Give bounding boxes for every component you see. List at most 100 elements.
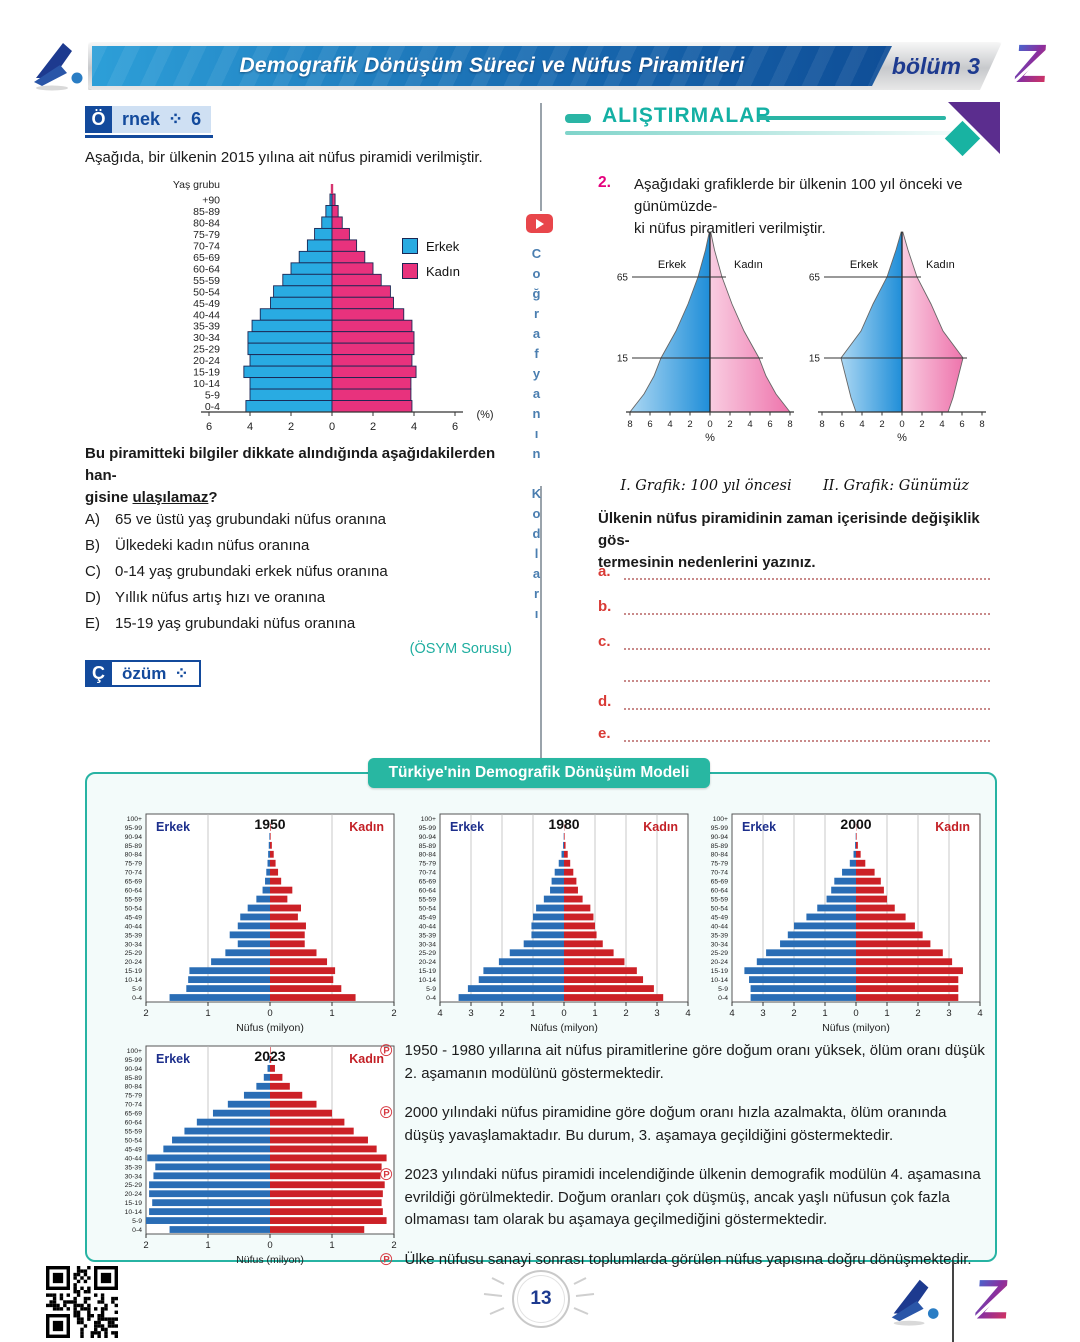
pyramid-today-chart: 65 15 8 6 4 2 0 2 4 6 8% Erkek Kadın [809, 231, 986, 444]
page-ornament-right [573, 1277, 595, 1315]
pyramid-1980-chart: 100+ 95-99 90-94 85-89 80-84 75-79 70-74 65-69 6… [419, 813, 691, 1034]
publisher-logo-footer [891, 1279, 939, 1326]
svg-text:40-44: 40-44 [125, 923, 143, 930]
svg-text:3: 3 [654, 1008, 659, 1019]
svg-text:4: 4 [247, 421, 253, 433]
section-line [758, 116, 946, 120]
answer-line-d: d. [598, 692, 990, 710]
svg-text:5-9: 5-9 [132, 986, 142, 993]
svg-text:2: 2 [370, 421, 376, 433]
svg-text:65: 65 [809, 273, 821, 284]
answer-line-e: e. [598, 724, 990, 742]
svg-text:4: 4 [411, 421, 417, 433]
svg-text:Erkek: Erkek [850, 259, 879, 271]
corner-ornament [944, 102, 1000, 157]
svg-text:10-14: 10-14 [193, 378, 220, 390]
svg-text:20-24: 20-24 [711, 959, 729, 966]
svg-text:2: 2 [143, 1240, 148, 1251]
svg-text:60-64: 60-64 [193, 263, 220, 275]
svg-text:15-19: 15-19 [125, 968, 143, 975]
question-number: 2. [598, 174, 611, 191]
svg-text:4: 4 [939, 419, 944, 430]
svg-text:2: 2 [391, 1008, 396, 1019]
exercise-prompt: Ülkenin nüfus piramidinin zaman içerisin… [598, 510, 980, 571]
ornek-number: 6 [191, 109, 202, 129]
page-number: 13 [512, 1270, 570, 1328]
svg-text:40-44: 40-44 [125, 1155, 143, 1162]
svg-text:2: 2 [687, 419, 692, 430]
svg-text:3: 3 [946, 1008, 951, 1019]
answer-line-b: b. [598, 597, 990, 615]
svg-text:55-59: 55-59 [125, 1128, 143, 1135]
svg-text:70-74: 70-74 [193, 240, 220, 252]
svg-text:2: 2 [391, 1240, 396, 1251]
legend-male-label: Erkek [426, 238, 460, 254]
ornek-underline [85, 135, 213, 138]
svg-text:Nüfus (milyon): Nüfus (milyon) [530, 1022, 598, 1034]
svg-text:Kadın: Kadın [734, 259, 763, 271]
svg-text:Kadın: Kadın [349, 1052, 384, 1066]
svg-text:1: 1 [530, 1008, 535, 1019]
svg-text:55-59: 55-59 [711, 896, 729, 903]
svg-text:35-39: 35-39 [125, 932, 143, 939]
svg-text:95-99: 95-99 [711, 825, 729, 832]
svg-text:30-34: 30-34 [419, 941, 437, 948]
svg-text:45-49: 45-49 [125, 1146, 143, 1153]
svg-text:0: 0 [267, 1240, 272, 1251]
bullet-item: ℗ 1950 - 1980 yıllarına ait nüfus piramit… [380, 1040, 986, 1085]
svg-text:10-14: 10-14 [125, 977, 143, 984]
svg-text:15-19: 15-19 [125, 1200, 143, 1207]
svg-text:1: 1 [329, 1240, 334, 1251]
svg-text:0: 0 [329, 421, 335, 433]
svg-text:65-69: 65-69 [711, 879, 729, 886]
graph2-caption: II. Grafik: Günümüz [822, 478, 970, 494]
svg-text:85-89: 85-89 [419, 843, 437, 850]
svg-text:Kadın: Kadın [643, 820, 678, 834]
svg-text:4: 4 [729, 1008, 734, 1019]
svg-text:75-79: 75-79 [193, 229, 220, 241]
svg-text:45-49: 45-49 [711, 914, 729, 921]
svg-text:5-9: 5-9 [718, 986, 728, 993]
answer-line-a: a. [598, 562, 990, 580]
legend-female-label: Kadın [426, 263, 460, 279]
svg-text:Kadın: Kadın [926, 259, 955, 271]
svg-text:60-64: 60-64 [125, 888, 143, 895]
legend-female-swatch [402, 263, 418, 279]
ornek-badge-rest: rnek [122, 109, 161, 129]
answer-dots [624, 726, 990, 742]
svg-text:0: 0 [707, 419, 712, 430]
svg-text:45-49: 45-49 [193, 298, 220, 310]
ornek-badge-initial: Ö [85, 106, 112, 133]
svg-text:50-54: 50-54 [125, 1137, 143, 1144]
publisher-bullet-icon: ℗ [380, 1103, 393, 1122]
svg-text:10-14: 10-14 [711, 977, 729, 984]
underlined-word: ulaşılamaz [132, 488, 209, 506]
svg-text:Kadın: Kadın [935, 820, 970, 834]
svg-text:10-14: 10-14 [125, 1209, 143, 1216]
svg-text:45-49: 45-49 [419, 914, 437, 921]
header-title-band: Demografik Dönüşüm Süreci ve Nüfus Piram… [92, 46, 892, 86]
svg-text:Kadın: Kadın [349, 820, 384, 834]
svg-text:75-79: 75-79 [125, 861, 143, 868]
question-2-text: Aşağıdaki grafiklerde bir ülkenin 100 yı… [634, 176, 963, 237]
svg-text:%: % [897, 432, 907, 444]
section-line-fade [565, 131, 990, 135]
svg-text:70-74: 70-74 [711, 870, 729, 877]
svg-text:2023: 2023 [254, 1048, 285, 1064]
publisher-logo [34, 43, 83, 91]
dots-icon: ⁘ [174, 663, 189, 683]
svg-text:35-39: 35-39 [711, 932, 729, 939]
svg-text:2: 2 [727, 419, 732, 430]
svg-text:Z: Z [973, 1268, 1011, 1331]
svg-text:65: 65 [617, 273, 629, 284]
svg-text:+90: +90 [202, 195, 220, 207]
svg-text:55-59: 55-59 [419, 896, 437, 903]
header-bar: Demografik Dönüşüm Süreci ve Nüfus Piram… [88, 42, 1002, 90]
footer-divider [952, 1262, 954, 1342]
svg-text:90-94: 90-94 [125, 834, 143, 841]
svg-text:Erkek: Erkek [156, 1052, 190, 1066]
svg-text:2000: 2000 [840, 816, 871, 832]
svg-text:2: 2 [791, 1008, 796, 1019]
svg-text:15-19: 15-19 [711, 968, 729, 975]
option-b: B) Ülkedeki kadın nüfus oranına [85, 537, 310, 554]
